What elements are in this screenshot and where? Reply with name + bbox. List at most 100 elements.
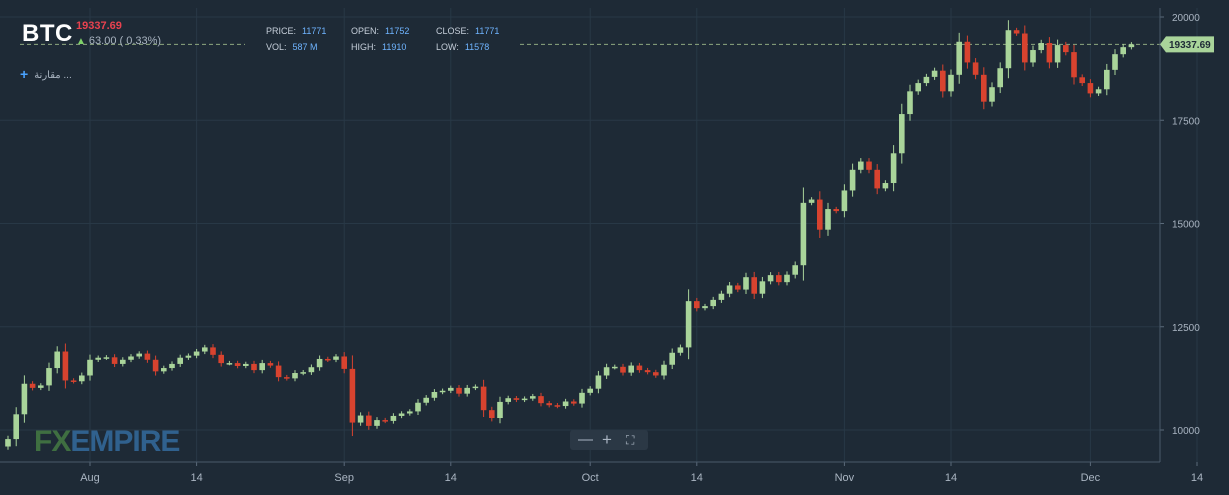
candle-body [890,153,897,184]
candle-body [546,403,552,406]
candle-body [111,357,118,364]
candle-body [825,209,831,230]
candle-body [964,41,971,63]
candle-body [128,356,134,360]
logo-empire: EMPIRE [70,425,180,458]
candle-body [29,383,36,388]
candle-body [989,87,995,102]
candle-body [817,199,823,230]
candle [144,350,151,363]
x-tick-label: 14 [190,472,202,484]
candle [46,362,52,391]
candle [169,361,175,371]
candle [923,73,930,87]
candle [808,197,815,206]
candle [1038,39,1044,54]
candle-body [1005,30,1012,69]
candle-body [907,91,913,115]
fullscreen-button[interactable]: ⛶ [626,433,635,447]
candle-body [1054,45,1061,63]
candle-body [300,372,306,374]
candle [743,272,749,294]
x-axis: Aug 14 Sep 14 Oct 14 Nov 14 Dec 14 [0,461,1203,484]
candle-body [620,366,626,373]
candle [407,409,413,416]
compare-button[interactable]: + مقارنة ... [20,66,72,82]
candle [1112,49,1118,75]
candle [21,375,28,423]
candle-body [226,363,233,365]
y-tick-label: 15000 [1172,220,1200,231]
candle [1128,42,1135,50]
candle [54,346,60,374]
candle [956,32,962,84]
candle-body [521,398,528,401]
candle-body [931,70,938,77]
candle [981,67,987,110]
last-price: 19337.69 [76,20,122,32]
x-tick-label: 14 [445,472,457,484]
zoom-in-button[interactable]: + [602,430,612,449]
y-tick-label: 10000 [1172,426,1200,437]
candle-body [333,356,339,360]
candle-body [612,366,618,369]
candle-body [308,367,315,373]
price-change: ▲ 63.00 ( 0.33%) [76,35,161,47]
candle-body [948,74,954,92]
zoom-out-button[interactable]: — [578,431,593,448]
candle-body [439,390,446,393]
candle [620,363,626,376]
candle-body [685,301,692,348]
candle-body [702,306,708,309]
candle-body [70,380,77,382]
candle-body [62,351,69,381]
candle-body [866,161,872,170]
candle-body [202,347,208,352]
candle-body [1046,43,1053,63]
stat-low: LOW: 11578 [436,42,489,52]
candle [1022,25,1028,71]
y-axis: 10000 12500 15000 17500 20000 19337.69 [1159,8,1214,462]
candle-body [1087,83,1094,94]
candle-body [972,62,979,75]
candle [29,381,36,391]
candle-body [841,190,848,212]
candle-body [644,370,651,373]
candle [521,396,528,403]
candle [152,355,159,376]
grid-lines [0,8,1198,462]
candle-body [1013,30,1020,34]
candle [251,360,257,374]
candle [636,362,643,373]
last-price-tag-label: 19337.69 [1169,40,1211,51]
candle [562,398,569,409]
candle-body [177,357,183,364]
candle-body [161,368,167,372]
candle [505,395,511,405]
stat-low-label: LOW: [436,42,459,52]
candle-body [677,347,684,353]
candle [234,360,241,369]
stat-vol-label: VOL: [266,42,287,52]
candle-body [1112,54,1118,70]
candle [554,403,561,409]
candle [718,290,725,303]
candle-body [956,41,962,75]
candle [349,355,356,437]
candle-body [341,356,347,369]
candle [612,364,618,370]
candle [866,158,872,174]
candle [653,369,659,378]
candle-body [538,396,544,404]
candle-body [390,415,397,421]
candle-body [562,401,569,407]
candle-body [743,277,749,290]
candle [997,62,1003,94]
candle-body [456,387,462,394]
candle [489,406,495,422]
candle [899,103,905,164]
symbol-title: BTC [22,20,73,47]
candle-body [46,368,52,386]
candle-body [54,351,60,369]
